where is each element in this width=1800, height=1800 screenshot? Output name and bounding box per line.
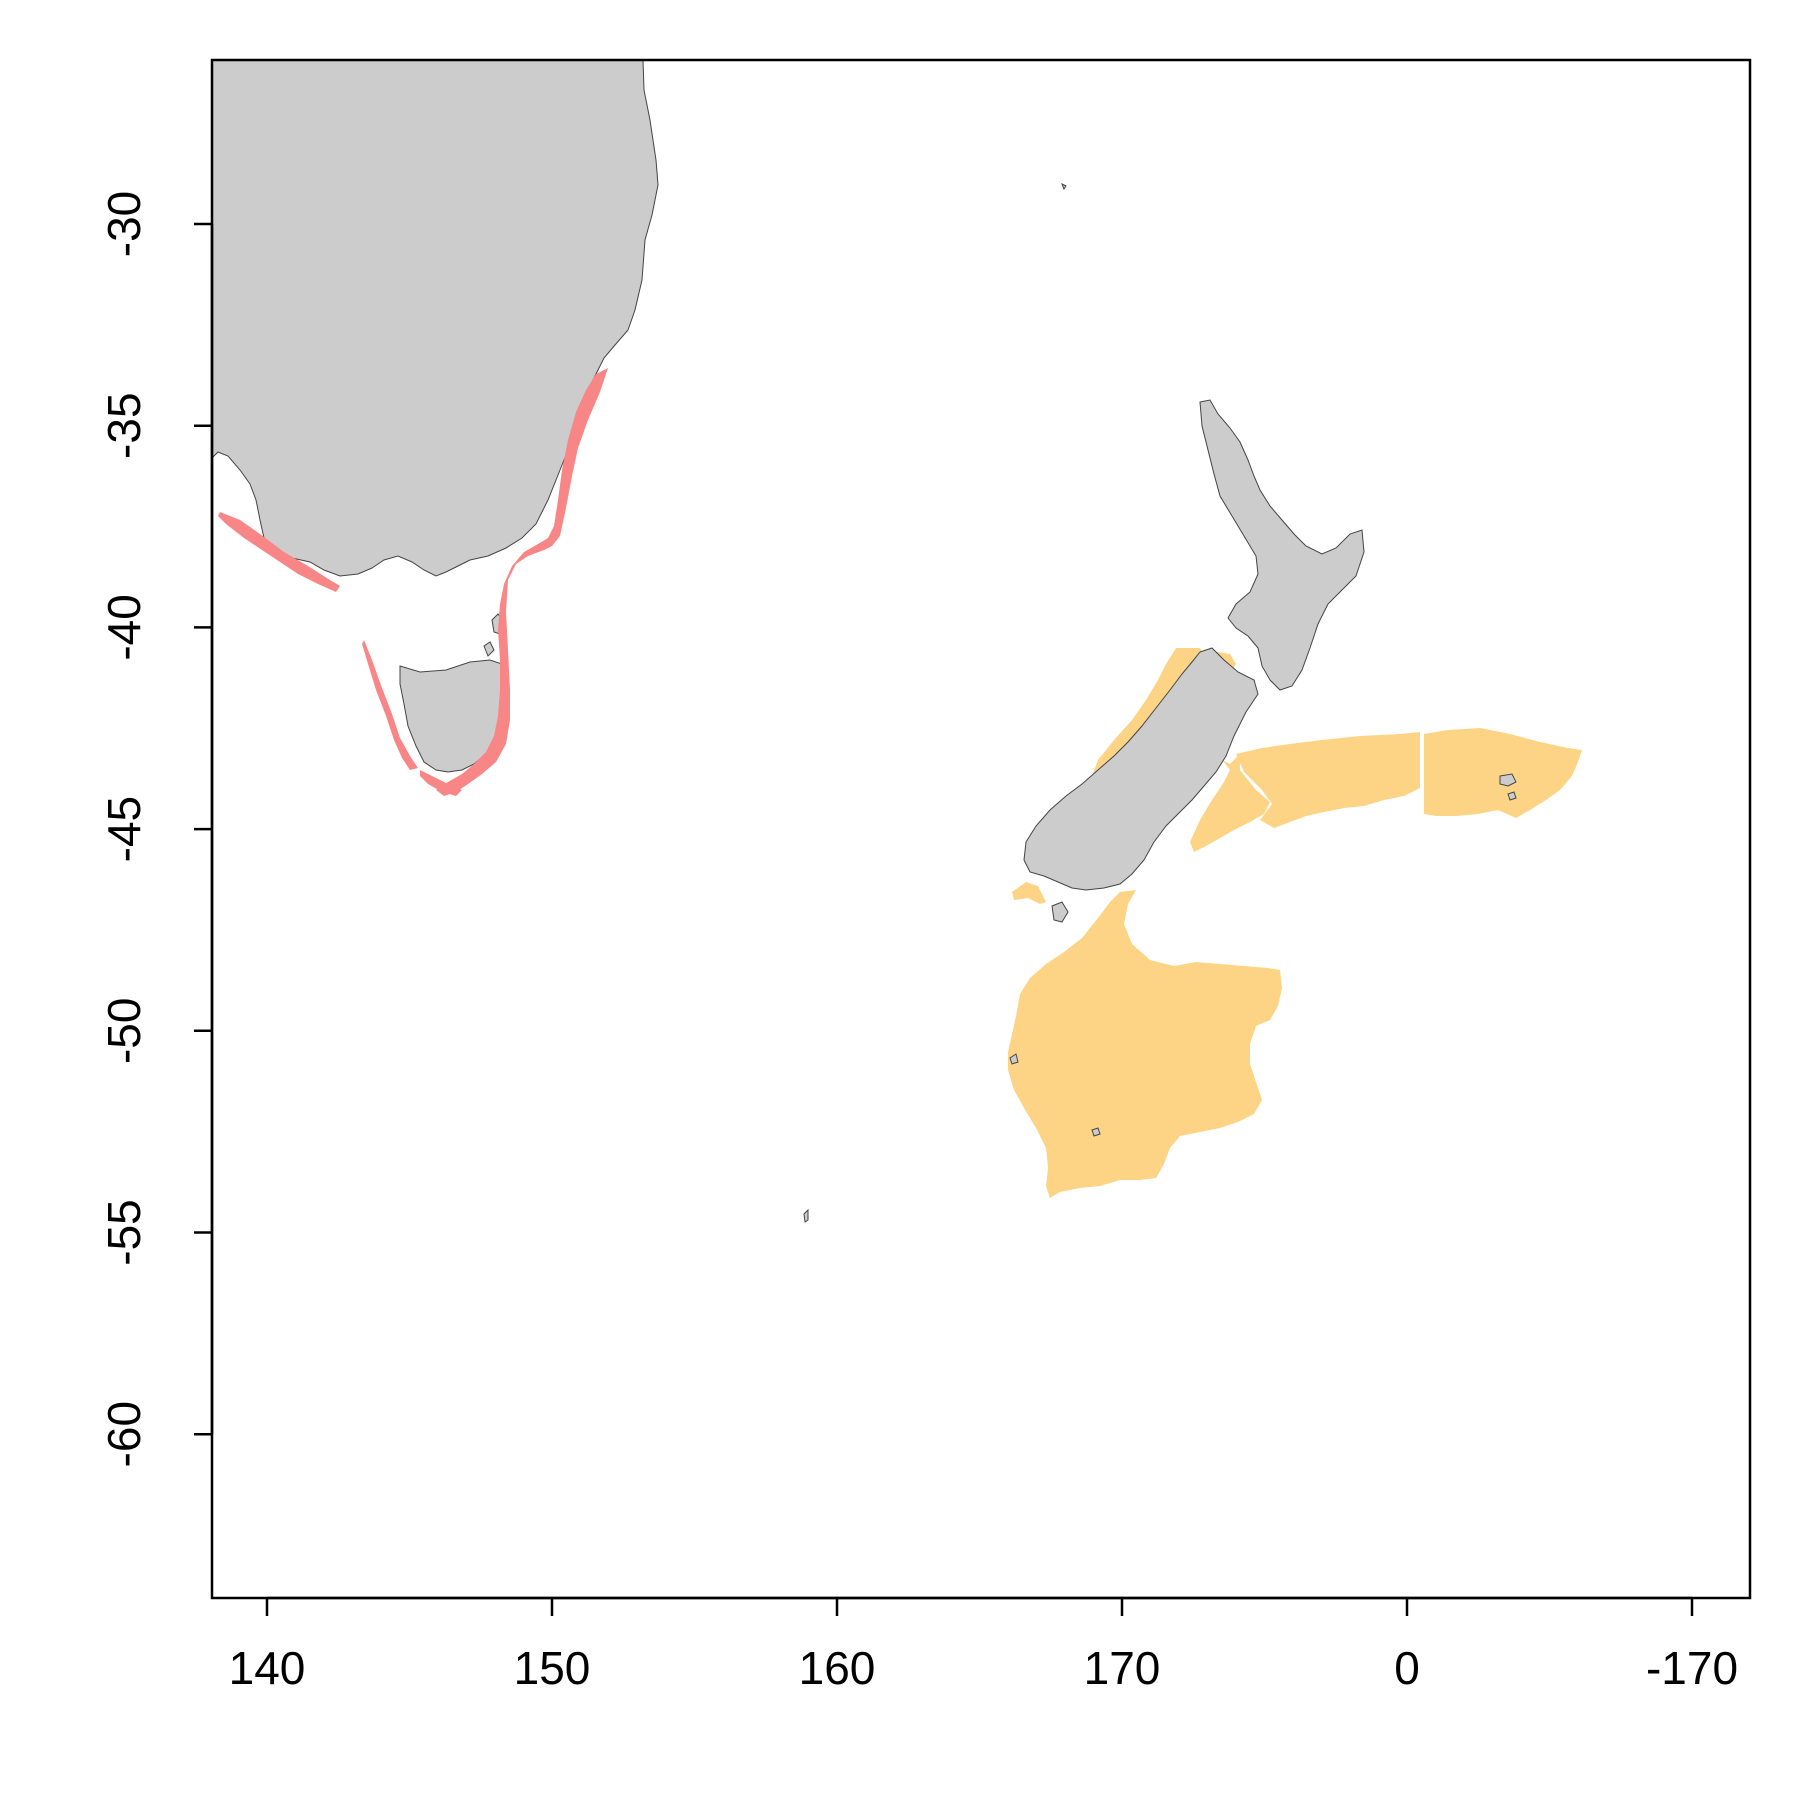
y-tick-label: -35	[98, 392, 150, 458]
australia-range	[362, 640, 418, 770]
australia-land	[212, 60, 659, 577]
y-tick-label: -40	[98, 594, 150, 660]
new-zealand-range-south	[1012, 882, 1046, 904]
chatham-islands-land	[1499, 773, 1517, 787]
y-axis: -30 -35 -40 -45 -50 -55 -60	[98, 191, 214, 1467]
map-layers	[212, 60, 1582, 1223]
new-zealand-range-east	[1236, 732, 1420, 828]
x-tick-label: 150	[514, 1642, 591, 1694]
y-tick-label: -55	[98, 1199, 150, 1265]
auckland-islands-land	[1091, 1127, 1101, 1137]
australia-range	[436, 368, 608, 796]
south-island-land	[1023, 647, 1259, 891]
y-tick-label: -30	[98, 191, 150, 257]
x-tick-label: 140	[229, 1642, 306, 1694]
macquarie-island-land	[803, 1208, 809, 1223]
stewart-island-land	[1051, 901, 1069, 923]
y-tick-label: -45	[98, 796, 150, 862]
new-zealand-range-chatham	[1424, 728, 1582, 818]
x-axis: 140 150 160 170 0 -170	[229, 1596, 1738, 1694]
x-tick-label: 0	[1394, 1642, 1420, 1694]
y-tick-label: -60	[98, 1401, 150, 1467]
snares-island-land	[1009, 1053, 1019, 1065]
chatham-islands-land	[1507, 791, 1517, 801]
y-tick-label: -50	[98, 998, 150, 1064]
lord-howe-island-land	[1061, 182, 1067, 191]
new-zealand-range-east	[1190, 752, 1270, 852]
x-tick-label: -170	[1646, 1642, 1738, 1694]
australia-range	[218, 512, 340, 592]
new-zealand-range-subantarctic	[1008, 890, 1282, 1198]
x-tick-label: 170	[1084, 1642, 1161, 1694]
x-tick-label: 160	[799, 1642, 876, 1694]
bass-strait-island	[483, 641, 495, 657]
australia-range	[420, 770, 462, 796]
north-island-land	[1199, 399, 1365, 691]
